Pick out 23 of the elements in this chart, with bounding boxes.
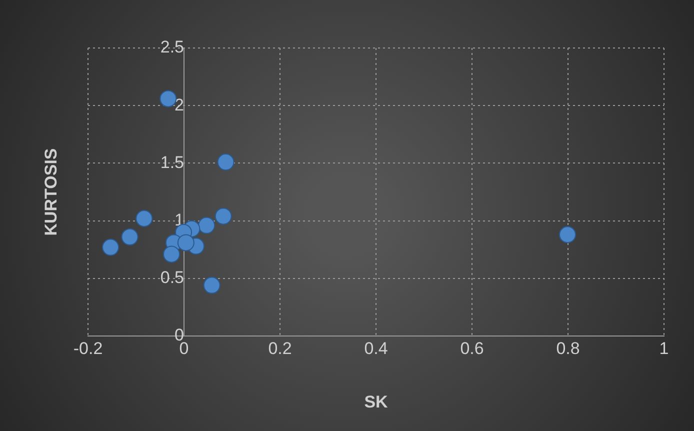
point bbox=[121, 228, 138, 246]
point bbox=[217, 154, 234, 171]
point bbox=[559, 226, 576, 244]
y-tick-label: 1.5 bbox=[160, 152, 184, 172]
x-axis-title: SK bbox=[364, 392, 389, 412]
x-tick-label: -0.2 bbox=[73, 338, 103, 358]
y-tick-label: 2.5 bbox=[160, 38, 184, 57]
y-tick-label: 2 bbox=[174, 95, 184, 114]
x-tick-label: 0.2 bbox=[268, 338, 292, 358]
point bbox=[203, 276, 220, 294]
x-tick-label: 0.4 bbox=[364, 338, 388, 358]
y-axis-title: KURTOSIS bbox=[42, 148, 61, 236]
x-tick-label: 0.6 bbox=[460, 338, 484, 358]
y-tick-label: 0.5 bbox=[160, 268, 184, 288]
point bbox=[136, 210, 153, 227]
point bbox=[177, 234, 194, 252]
point bbox=[198, 216, 216, 234]
x-tick-label: 1 bbox=[659, 338, 669, 358]
point bbox=[102, 238, 120, 256]
x-tick-label: 0.8 bbox=[556, 338, 580, 358]
point bbox=[214, 208, 232, 225]
point bbox=[163, 246, 180, 263]
point bbox=[160, 90, 177, 108]
